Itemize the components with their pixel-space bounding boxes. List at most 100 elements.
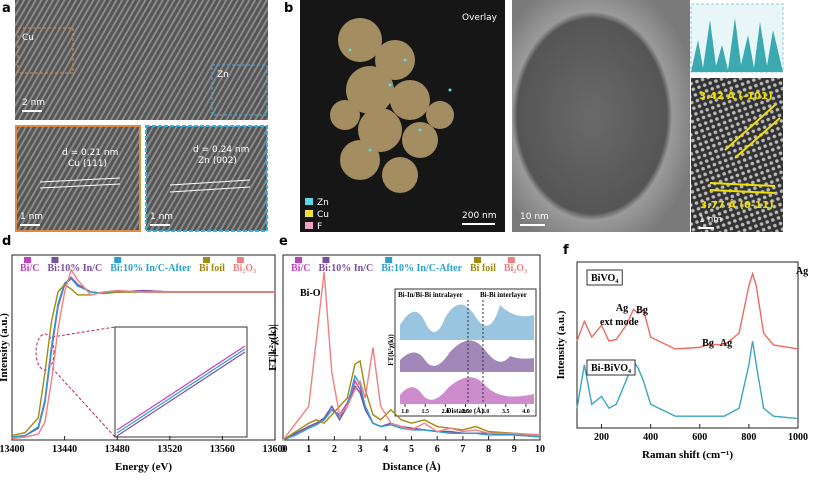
series-line [576, 271, 799, 350]
x-axis-label: Raman shift (cm⁻¹) [642, 449, 733, 461]
x-tick-label: 1 [306, 444, 311, 455]
map-title: Overlay [462, 13, 498, 23]
legend-swatch [507, 257, 515, 263]
inset-x-tick-label: 2.0 [442, 409, 450, 415]
inset-x-tick-label: 4.0 [522, 409, 530, 415]
series-line [282, 271, 541, 441]
profile-shape [691, 18, 783, 72]
x-tick-label: 800 [741, 432, 756, 443]
x-tick-label: 13480 [105, 444, 130, 455]
x-tick-label: 8 [486, 444, 491, 455]
x-tick-label: 600 [692, 432, 707, 443]
series-line [11, 268, 275, 440]
zn-dots [348, 48, 452, 152]
annotation: Ag [616, 303, 628, 314]
legend-label: F [317, 222, 322, 232]
plane-label: Cu (111) [68, 159, 107, 169]
plot-frame [11, 254, 276, 441]
hrtem-image [15, 0, 268, 120]
annotation: Bi-O [300, 288, 321, 299]
ft-inset [394, 288, 537, 417]
lattice-line [724, 104, 776, 151]
xanes-inset [35, 326, 248, 438]
series-line [282, 374, 541, 441]
legend-label: Bi foil [199, 263, 225, 274]
roi-label: Cu [22, 33, 34, 43]
scale-label: 1 nm [699, 215, 722, 225]
y-axis-label: Intensity (a.u.) [0, 313, 10, 382]
x-tick-label: 13520 [157, 444, 182, 455]
x-tick-label: 13600 [263, 444, 288, 455]
x-tick-label: 1000 [788, 432, 808, 443]
x-tick-label: 400 [643, 432, 658, 443]
annotation: ext mode [600, 317, 639, 328]
annotation: Bg [636, 305, 648, 316]
plane-label: Zn (002) [198, 156, 237, 166]
legend-label: Bi₂O₃ [233, 263, 256, 274]
legend-swatch [474, 257, 482, 263]
panel-label: b [284, 1, 293, 16]
legend-swatch [203, 257, 211, 263]
legend-label: Bi:10% In/C-After [381, 263, 462, 274]
scale-label: 10 nm [520, 212, 549, 222]
inset-x-tick-label: 2.5 [462, 409, 470, 415]
inset-x-tick-label: 1.0 [401, 409, 409, 415]
x-tick-label: 4 [383, 444, 388, 455]
inset-x-tick-label: 3.5 [502, 409, 510, 415]
x-tick-label: 5 [409, 444, 414, 455]
panel-b: b Overlay Zn Cu F 200 nm [284, 0, 505, 232]
legend-swatch [305, 210, 313, 217]
x-tick-label: 0 [281, 444, 286, 455]
tem-image [512, 0, 690, 232]
lattice-line [39, 177, 121, 183]
annotation: Ag [796, 266, 808, 277]
legend-swatch [322, 257, 330, 263]
panel-label: f [563, 243, 569, 258]
spacing-label: d = 0.24 nm [193, 145, 249, 155]
legend-swatch [51, 257, 59, 263]
panel-label: d [2, 234, 11, 249]
series-line [282, 359, 541, 441]
legend-label: Bi foil [470, 263, 496, 274]
roi-box [17, 27, 74, 74]
spacing-label: 3.77 Å (0-11) [700, 198, 774, 211]
series-line [576, 340, 799, 420]
y-axis-label: Intensity (a.u.) [555, 310, 567, 379]
lattice-line [734, 117, 781, 159]
lattice-line [169, 186, 251, 193]
inset-x-tick-label: 3.0 [482, 409, 490, 415]
inset-y-label: FT(k²χ(k)) [387, 334, 395, 366]
zoom-image [145, 125, 268, 232]
x-tick-label: 13400 [0, 444, 25, 455]
legend-label: Cu [317, 210, 329, 220]
scale-label: 2 nm [22, 98, 45, 108]
x-tick-label: 13560 [210, 444, 235, 455]
legend-label: Bi:10% In/C [47, 263, 102, 274]
y-axis-label: FT|k²χ(k)| [267, 324, 279, 371]
x-tick-label: 3 [358, 444, 363, 455]
legend-label: Bi/C [20, 263, 39, 274]
scale-label: 1 nm [150, 212, 173, 222]
panel-label: e [279, 234, 288, 249]
series-label: BiVO₄ [591, 273, 618, 284]
x-tick-label: 6 [435, 444, 440, 455]
inset-x-label: Distance (Å) [446, 407, 484, 415]
inset-label: Bi-In/Bi-Bi intralayer [398, 291, 463, 299]
annotation: Bg [702, 338, 714, 349]
spacing-label: d = 0.21 nm [62, 148, 118, 158]
label-box [586, 269, 623, 286]
lattice-line [169, 179, 251, 186]
scale-label: 200 nm [462, 211, 497, 221]
x-tick-label: 2 [332, 444, 337, 455]
legend-label: Bi₂O₃ [504, 263, 527, 274]
lattice-line [709, 182, 776, 187]
lattice-line [39, 183, 121, 189]
legend-swatch [295, 257, 302, 263]
legend-label: Bi:10% In/C [318, 263, 373, 274]
scale-label: 1 nm [20, 212, 43, 222]
x-tick-label: 9 [512, 444, 517, 455]
x-tick-label: 13440 [52, 444, 77, 455]
legend-label: Zn [317, 198, 329, 208]
roi-label: Zn [217, 70, 229, 80]
